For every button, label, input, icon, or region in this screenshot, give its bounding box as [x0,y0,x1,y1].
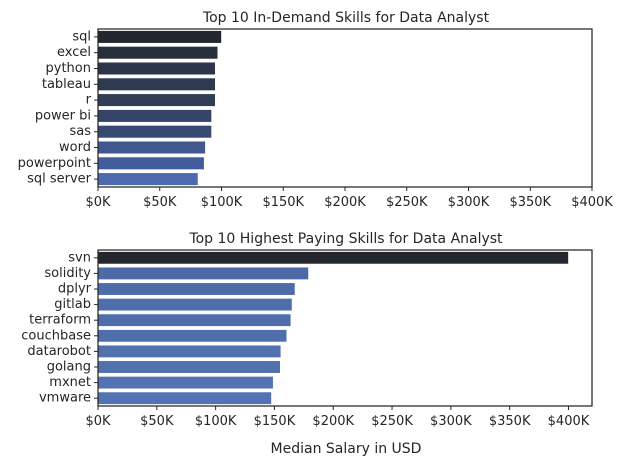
x-tick-label: $150K [262,195,304,210]
bar-dplyr [97,282,296,296]
x-tick-label: $0K [85,195,111,210]
bar-r [97,93,216,107]
y-tick-label: svn [68,250,91,265]
bar-golang [97,360,281,374]
y-tick-label: vmware [39,391,91,406]
x-tick-group: $0K $50K $100K $150K $200K $250K $300K $350K $40… [85,406,590,429]
y-tick-label: couchbase [21,328,91,343]
bar-vmware [97,391,272,405]
bar-mxnet [97,376,274,390]
bar-group [97,251,569,405]
bar-powerpoint [97,156,205,170]
bar-terraform [97,313,292,327]
bar-sas [97,125,212,139]
y-tick-label: r [86,93,92,108]
bar-sql-server [97,172,199,186]
bar-word [97,140,206,155]
x-tick-label: $100K [201,195,243,210]
y-tick-label: sql [72,29,91,44]
plot-frame [97,28,593,188]
bar-svn [97,251,569,265]
bar-sql [97,30,222,44]
x-tick-label: $400K [571,195,613,210]
chart-title: Top 10 Highest Paying Skills for Data An… [188,231,503,247]
x-tick-label: $300K [430,414,472,429]
y-tick-label: solidity [44,266,91,281]
y-tick-label: excel [57,45,91,60]
y-tick-label: sas [69,124,91,139]
bar-python [97,61,216,76]
x-tick-label: $50K [140,414,174,429]
x-tick-label: $200K [312,414,354,429]
bar-solidity [97,266,309,280]
y-tick-label: dplyr [58,282,92,297]
y-tick-label: mxnet [49,375,91,390]
x-tick-label: $200K [324,195,366,210]
x-tick-label: $0K [85,414,111,429]
x-tick-label: $100K [195,414,237,429]
y-tick-label: tableau [42,77,91,92]
x-tick-group: $0K $50K $100K $150K $200K $250K $300K $350K $40… [85,187,613,210]
x-tick-label: $350K [509,195,551,210]
y-tick-label: terraform [29,313,91,328]
y-tick-label: word [59,140,91,155]
bar-tableau [97,77,216,91]
x-axis-label: Median Salary in USD [271,441,422,457]
chart-top-in-demand-skills: Top 10 In-Demand Skills for Data Analyst… [18,10,614,210]
y-tick-label: powerpoint [18,156,91,171]
y-tick-group: svnsoliditydplyrgitlabterraformcouchbase… [21,250,98,406]
bar-gitlab [97,298,293,312]
x-tick-label: $300K [448,195,490,210]
y-tick-label: golang [47,360,91,375]
x-tick-label: $400K [548,414,590,429]
bar-group [97,30,222,186]
plot-frame [97,249,593,407]
bar-couchbase [97,329,288,343]
y-tick-label: python [46,61,91,76]
chart-title: Top 10 In-Demand Skills for Data Analyst [202,10,490,26]
bar-excel [97,46,219,60]
y-tick-label: datarobot [27,344,91,359]
x-tick-label: $350K [489,414,531,429]
y-tick-label: power bi [35,108,91,123]
y-tick-label: sql server [27,172,92,187]
x-tick-label: $50K [143,195,177,210]
x-tick-label: $150K [254,414,296,429]
y-tick-label: gitlab [54,297,91,312]
bar-datarobot [97,344,282,358]
x-tick-label: $250K [386,195,428,210]
x-tick-label: $250K [371,414,413,429]
chart-highest-paying-skills: Top 10 Highest Paying Skills for Data An… [21,231,593,457]
bar-power-bi [97,109,212,123]
